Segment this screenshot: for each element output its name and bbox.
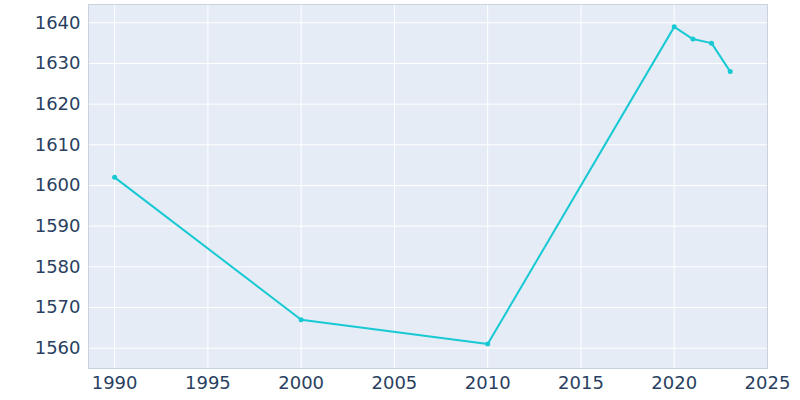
svg-text:1620: 1620 bbox=[35, 93, 81, 114]
svg-text:1590: 1590 bbox=[35, 215, 81, 236]
svg-text:1630: 1630 bbox=[35, 52, 81, 73]
svg-text:2010: 2010 bbox=[465, 372, 511, 393]
svg-text:1580: 1580 bbox=[35, 256, 81, 277]
svg-text:1560: 1560 bbox=[35, 337, 81, 358]
svg-text:2015: 2015 bbox=[558, 372, 604, 393]
svg-text:2000: 2000 bbox=[278, 372, 324, 393]
svg-text:1990: 1990 bbox=[92, 372, 138, 393]
svg-text:2020: 2020 bbox=[651, 372, 697, 393]
svg-text:1570: 1570 bbox=[35, 296, 81, 317]
svg-text:1610: 1610 bbox=[35, 134, 81, 155]
svg-text:2005: 2005 bbox=[372, 372, 418, 393]
svg-text:1640: 1640 bbox=[35, 12, 81, 33]
svg-text:1600: 1600 bbox=[35, 174, 81, 195]
svg-text:2025: 2025 bbox=[745, 372, 791, 393]
svg-text:1995: 1995 bbox=[185, 372, 231, 393]
